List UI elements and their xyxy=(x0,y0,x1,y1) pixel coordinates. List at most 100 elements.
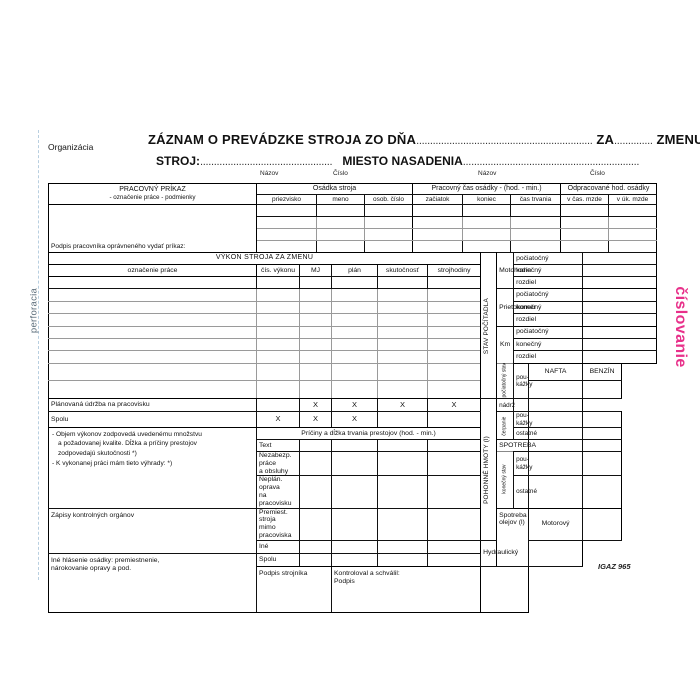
fuel-input-benzin-spotreba[interactable] xyxy=(582,438,623,452)
input-skutocnost[interactable] xyxy=(377,300,428,315)
input-mj[interactable] xyxy=(299,325,332,339)
input-priezvisko[interactable] xyxy=(256,240,317,254)
input-skutocnost[interactable] xyxy=(377,380,428,400)
downtime-input-4-c[interactable] xyxy=(377,539,428,554)
downtime-input-3-c[interactable] xyxy=(377,507,428,541)
fuel-input-benzin-nadrz[interactable] xyxy=(528,398,584,413)
counter-input-0-1[interactable] xyxy=(582,264,658,277)
udrzba-cell-1[interactable]: X xyxy=(299,398,332,413)
counter-input-2-2[interactable] xyxy=(582,350,658,364)
input-cis-vykonu[interactable] xyxy=(256,362,300,382)
fuel-input-benzin-final-ost[interactable] xyxy=(582,475,623,509)
input-koniec[interactable] xyxy=(462,204,511,217)
downtime-input-1-b[interactable] xyxy=(331,450,378,477)
downtime-input-1-c[interactable] xyxy=(377,450,428,477)
input-plan[interactable] xyxy=(331,325,378,339)
downtime-input-1-d[interactable] xyxy=(426,450,482,477)
input-koniec[interactable] xyxy=(462,228,511,241)
downtime-input-1-a[interactable] xyxy=(299,450,332,477)
input-koniec[interactable] xyxy=(462,216,511,229)
fuel-input-benzin-pumped-pou[interactable] xyxy=(582,411,623,428)
oil-input-motorovy[interactable] xyxy=(582,507,623,541)
input-cas-trvania[interactable] xyxy=(509,204,562,217)
input-plan[interactable] xyxy=(331,380,378,400)
counter-input-2-0[interactable] xyxy=(582,325,658,339)
input-priezvisko[interactable] xyxy=(256,216,317,229)
input-skutocnost[interactable] xyxy=(377,288,428,302)
spolu-cell-3[interactable] xyxy=(377,411,428,428)
counter-input-1-2[interactable] xyxy=(582,313,658,327)
downtime-input-0-b[interactable] xyxy=(331,438,378,452)
input-mj[interactable] xyxy=(299,362,332,382)
downtime-input-4-b[interactable] xyxy=(331,539,378,554)
downtime-input-5-d[interactable] xyxy=(426,552,482,567)
kontroloval-schvalil[interactable]: Kontroloval a schválil: Podpis xyxy=(330,565,482,613)
downtime-input-4-d[interactable] xyxy=(426,539,482,554)
podpis-strojnika[interactable]: Podpis strojníka xyxy=(256,565,332,613)
input-plan[interactable] xyxy=(331,337,378,352)
input-plan[interactable] xyxy=(331,300,378,315)
udrzba-cell-4[interactable]: X xyxy=(426,398,482,413)
downtime-input-2-a[interactable] xyxy=(299,475,332,509)
downtime-input-3-b[interactable] xyxy=(331,507,378,541)
input-cas-trvania[interactable] xyxy=(509,216,562,229)
downtime-input-5-b[interactable] xyxy=(331,552,378,567)
input-cis-vykonu[interactable] xyxy=(256,300,300,315)
counter-input-0-0[interactable] xyxy=(582,252,658,265)
input-cis-vykonu[interactable] xyxy=(256,350,300,364)
input-mj[interactable] xyxy=(299,300,332,315)
input-cis-vykonu[interactable] xyxy=(256,380,300,400)
input-plan[interactable] xyxy=(331,350,378,364)
input-cis-vykonu[interactable] xyxy=(256,337,300,352)
input-v-uk-mzde[interactable] xyxy=(608,228,658,241)
fuel-input-nafta-final-ost[interactable] xyxy=(528,475,584,509)
downtime-input-2-c[interactable] xyxy=(377,475,428,509)
downtime-input-3-d[interactable] xyxy=(426,507,482,541)
downtime-input-4-a[interactable] xyxy=(299,539,332,554)
counter-input-2-1[interactable] xyxy=(582,337,658,352)
spolu-cell-0[interactable]: X xyxy=(256,411,300,428)
fuel-input-benzin-pumped-ost[interactable] xyxy=(582,426,623,440)
input-v-uk-mzde[interactable] xyxy=(608,204,658,217)
input-skutocnost[interactable] xyxy=(377,362,428,382)
downtime-input-0-c[interactable] xyxy=(377,438,428,452)
input-oznacenie-prace[interactable] xyxy=(48,313,257,327)
input-cis-vykonu[interactable] xyxy=(256,325,300,339)
downtime-input-2-d[interactable] xyxy=(426,475,482,509)
input-meno[interactable] xyxy=(316,216,365,229)
input-mj[interactable] xyxy=(299,380,332,400)
input-osob-cislo[interactable] xyxy=(364,240,413,254)
input-oznacenie-prace[interactable] xyxy=(48,380,257,400)
input-meno[interactable] xyxy=(316,204,365,217)
fuel-input-nafta-spotreba[interactable] xyxy=(528,438,584,452)
counter-input-1-1[interactable] xyxy=(582,300,658,315)
input-v-cas-mzde[interactable] xyxy=(560,216,610,229)
ine-hlasenie-label[interactable]: Iné hlásenie osádky: premiestnenie, náro… xyxy=(48,552,257,613)
input-cis-vykonu[interactable] xyxy=(256,313,300,327)
input-osob-cislo[interactable] xyxy=(364,216,413,229)
fuel-input-nafta-poukazky[interactable] xyxy=(528,380,584,400)
input-cas-trvania[interactable] xyxy=(509,228,562,241)
input-plan[interactable] xyxy=(331,275,378,290)
input-osob-cislo[interactable] xyxy=(364,228,413,241)
input-zaciatok[interactable] xyxy=(412,216,463,229)
input-oznacenie-prace[interactable] xyxy=(48,350,257,364)
fuel-input-nafta-pumped-pou[interactable] xyxy=(528,411,584,428)
input-plan[interactable] xyxy=(331,362,378,382)
input-v-cas-mzde[interactable] xyxy=(560,228,610,241)
spolu-cell-4[interactable] xyxy=(426,411,482,428)
input-mj[interactable] xyxy=(299,313,332,327)
input-v-cas-mzde[interactable] xyxy=(560,204,610,217)
spolu-cell-1[interactable]: X xyxy=(299,411,332,428)
fuel-input-benzin-poukazky[interactable] xyxy=(582,380,623,400)
input-mj[interactable] xyxy=(299,288,332,302)
input-meno[interactable] xyxy=(316,228,365,241)
input-oznacenie-prace[interactable] xyxy=(48,325,257,339)
udrzba-cell-3[interactable]: X xyxy=(377,398,428,413)
input-oznacenie-prace[interactable] xyxy=(48,300,257,315)
input-strojhodiny[interactable] xyxy=(426,350,482,364)
input-cis-vykonu[interactable] xyxy=(256,275,300,290)
input-oznacenie-prace[interactable] xyxy=(48,337,257,352)
input-strojhodiny[interactable] xyxy=(426,362,482,382)
input-priezvisko[interactable] xyxy=(256,228,317,241)
